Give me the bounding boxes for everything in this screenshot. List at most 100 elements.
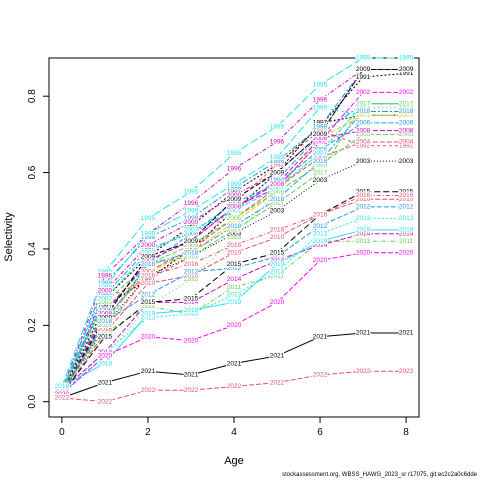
point-label-2021: 2021 bbox=[227, 360, 242, 367]
point-label-2010: 2010 bbox=[313, 211, 328, 218]
point-label-2022: 2022 bbox=[55, 395, 70, 402]
series-line-2013 bbox=[61, 217, 407, 395]
point-label-1998: 1998 bbox=[399, 66, 414, 73]
point-label-1999: 1999 bbox=[399, 112, 414, 119]
series-line-2006 bbox=[61, 122, 407, 395]
point-label-1993: 1993 bbox=[356, 104, 371, 111]
point-label-1999: 1999 bbox=[141, 230, 156, 237]
point-label-2010: 2010 bbox=[227, 249, 242, 256]
point-label-2000: 2000 bbox=[55, 391, 70, 398]
point-label-1991: 1991 bbox=[313, 123, 328, 130]
point-label-2011: 2011 bbox=[313, 238, 327, 245]
point-label-2007: 2007 bbox=[270, 185, 285, 192]
point-label-2021: 2021 bbox=[141, 368, 156, 375]
point-label-2014: 2014 bbox=[141, 299, 156, 306]
point-label-1991: 1991 bbox=[270, 162, 285, 169]
point-label-2003: 2003 bbox=[98, 322, 113, 329]
point-label-2015: 2015 bbox=[141, 299, 156, 306]
point-label-2010: 2010 bbox=[141, 280, 156, 287]
point-label-2016: 2016 bbox=[55, 387, 70, 394]
point-label-1998: 1998 bbox=[356, 66, 371, 73]
point-label-2009: 2009 bbox=[399, 66, 414, 73]
point-label-2017: 2017 bbox=[141, 261, 156, 268]
point-label-1991: 1991 bbox=[98, 295, 113, 302]
point-label-2020: 2020 bbox=[270, 299, 285, 306]
point-label-2004: 2004 bbox=[184, 246, 199, 253]
point-label-2020: 2020 bbox=[313, 257, 328, 264]
point-label-1994: 1994 bbox=[270, 177, 285, 184]
point-label-2021: 2021 bbox=[313, 334, 328, 341]
point-label-2010: 2010 bbox=[98, 330, 113, 337]
point-label-2019: 2019 bbox=[184, 307, 199, 314]
point-label-1995: 1995 bbox=[98, 269, 113, 276]
point-label-2022: 2022 bbox=[313, 372, 328, 379]
point-label-2020: 2020 bbox=[399, 249, 414, 256]
point-label-2018: 2018 bbox=[356, 108, 371, 115]
point-label-2018: 2018 bbox=[55, 391, 70, 398]
point-label-2004: 2004 bbox=[141, 269, 156, 276]
point-label-2012: 2012 bbox=[98, 318, 113, 325]
series-line-1998 bbox=[61, 69, 407, 391]
point-label-2003: 2003 bbox=[313, 177, 328, 184]
point-label-2015: 2015 bbox=[227, 261, 242, 268]
point-label-2016: 2016 bbox=[399, 192, 414, 199]
point-label-2019: 2019 bbox=[399, 227, 414, 234]
point-label-1996: 1996 bbox=[356, 66, 371, 73]
point-label-1997: 1997 bbox=[270, 169, 285, 176]
series-line-2010 bbox=[61, 198, 407, 395]
point-label-2012: 2012 bbox=[313, 223, 328, 230]
point-label-1999: 1999 bbox=[313, 104, 328, 111]
point-label-1994: 1994 bbox=[227, 207, 242, 214]
point-label-2010: 2010 bbox=[399, 196, 414, 203]
point-label-2017: 2017 bbox=[356, 101, 371, 108]
point-label-2013: 2013 bbox=[98, 349, 113, 356]
series-line-2017 bbox=[61, 103, 407, 391]
y-tick-label: 0.2 bbox=[27, 318, 38, 332]
point-label-1995: 1995 bbox=[399, 55, 414, 62]
point-label-2007: 2007 bbox=[55, 387, 70, 394]
point-label-2000: 2000 bbox=[270, 169, 285, 176]
point-label-1995: 1995 bbox=[356, 55, 371, 62]
footer-note: stockassessment.org, WBSS_HAWG_2023_sr r… bbox=[282, 472, 477, 478]
point-label-2017: 2017 bbox=[270, 200, 285, 207]
point-label-2005: 2005 bbox=[227, 215, 242, 222]
point-label-2012: 2012 bbox=[270, 253, 285, 260]
y-tick-label: 0.4 bbox=[27, 242, 38, 256]
point-label-2006: 2006 bbox=[98, 307, 113, 314]
point-label-2013: 2013 bbox=[141, 314, 156, 321]
point-label-2013: 2013 bbox=[399, 215, 414, 222]
point-label-2014: 2014 bbox=[98, 349, 113, 356]
y-tick-label: 0.0 bbox=[27, 394, 38, 408]
series-line-2009 bbox=[61, 69, 407, 395]
axes: 0 2 4 6 8 0.0 0.2 0.4 0.6 0.8 bbox=[27, 89, 409, 438]
point-label-2016: 2016 bbox=[141, 272, 156, 279]
point-label-2018: 2018 bbox=[313, 158, 328, 165]
point-label-2022: 2022 bbox=[141, 387, 156, 394]
series-line-2018 bbox=[61, 111, 407, 395]
point-label-2007: 2007 bbox=[356, 101, 371, 108]
point-label-2000: 2000 bbox=[98, 288, 113, 295]
point-label-2015: 2015 bbox=[356, 188, 371, 195]
point-label-1998: 1998 bbox=[55, 387, 70, 394]
point-label-1995: 1995 bbox=[141, 215, 156, 222]
point-label-2020: 2020 bbox=[356, 249, 371, 256]
point-label-2022: 2022 bbox=[98, 398, 113, 405]
point-label-2021: 2021 bbox=[356, 330, 371, 337]
point-label-2009: 2009 bbox=[356, 66, 371, 73]
point-label-2015: 2015 bbox=[55, 391, 70, 398]
point-label-2020: 2020 bbox=[98, 353, 113, 360]
point-label-2006: 2006 bbox=[184, 230, 199, 237]
point-label-1996: 1996 bbox=[141, 230, 156, 237]
point-label-2008: 2008 bbox=[270, 181, 285, 188]
x-axis-label: Age bbox=[224, 455, 244, 467]
point-label-1998: 1998 bbox=[184, 215, 199, 222]
point-label-1992: 1992 bbox=[399, 143, 414, 150]
series-line-2005 bbox=[61, 133, 407, 391]
point-label-2019: 2019 bbox=[356, 227, 371, 234]
point-label-2008: 2008 bbox=[55, 391, 70, 398]
point-label-2012: 2012 bbox=[227, 265, 242, 272]
point-label-2009: 2009 bbox=[270, 169, 285, 176]
point-label-2011: 2011 bbox=[356, 238, 370, 245]
point-label-2011: 2011 bbox=[184, 311, 198, 318]
